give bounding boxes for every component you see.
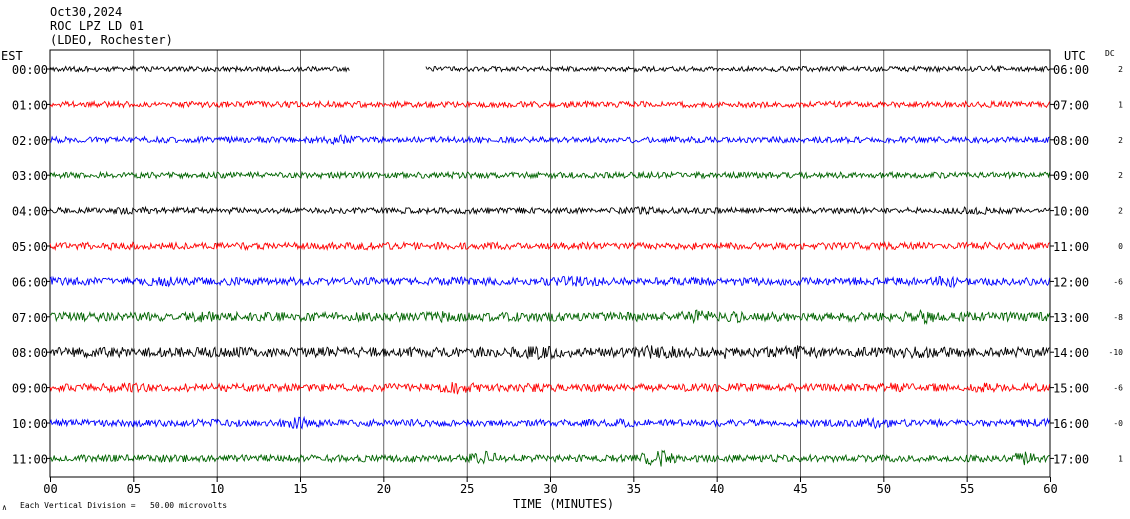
est-time-label: 05:00 [12,240,48,254]
est-time-label: 01:00 [12,98,48,112]
scale-note: Each Vertical Division = 50.00 microvolt… [20,501,228,510]
dc-offset-value: 1 [1118,454,1123,463]
x-tick-label: 00 [43,482,57,496]
utc-time-label: 12:00 [1053,275,1089,289]
x-tick-label: 15 [293,482,307,496]
seismic-trace-1000 [49,415,1051,430]
x-tick-label: 05 [127,482,141,496]
x-tick-label: 30 [543,482,557,496]
utc-time-label: 09:00 [1053,169,1089,183]
x-tick-label: 50 [877,482,891,496]
network-name: (LDEO, Rochester) [50,33,173,47]
seismic-trace-0000 [49,64,1050,74]
x-tick-label: 45 [793,482,807,496]
x-tick-label: 10 [210,482,224,496]
est-time-label: 02:00 [12,134,48,148]
x-tick-label: 55 [960,482,974,496]
dc-offset-value: -6 [1113,277,1123,286]
x-tick-label: 20 [377,482,391,496]
dc-offset-value: 2 [1118,65,1123,74]
seismic-trace-0400 [49,205,1051,216]
dc-offset-value: -6 [1113,384,1123,393]
utc-time-label: 06:00 [1053,63,1089,77]
utc-time-label: 17:00 [1053,452,1089,466]
est-time-label: 08:00 [12,346,48,360]
utc-time-label: 08:00 [1053,134,1089,148]
dc-offset-value: 2 [1118,171,1123,180]
utc-time-label: 07:00 [1053,98,1089,112]
corner-mark: ∧ [2,503,7,512]
est-time-label: 07:00 [12,311,48,325]
seismic-trace-0800 [49,344,1050,361]
seismic-trace-0500 [49,240,1050,252]
est-time-label: 00:00 [12,63,48,77]
x-tick-label: 35 [627,482,641,496]
x-tick-label: 40 [710,482,724,496]
dc-offset-value: 2 [1118,207,1123,216]
est-time-label: 04:00 [12,205,48,219]
utc-time-label: 16:00 [1053,417,1089,431]
dc-offset-value: -10 [1109,348,1124,357]
seismic-trace-1100 [49,449,1050,467]
plot-frame [49,49,1051,478]
dc-offset-value: 2 [1118,136,1123,145]
utc-time-label: 13:00 [1053,311,1089,325]
dc-offset-value: -0 [1113,419,1123,428]
est-time-label: 11:00 [12,452,48,466]
dc-offset-value: -8 [1113,313,1123,322]
utc-time-label: 14:00 [1053,346,1089,360]
dc-column-header: DC [1105,49,1115,58]
est-time-label: 06:00 [12,275,48,289]
est-time-label: 09:00 [12,382,48,396]
seismic-trace-0300 [49,170,1051,180]
utc-time-label: 10:00 [1053,205,1089,219]
est-zone-label: EST [1,49,23,63]
seismic-trace-0900 [49,381,1051,395]
utc-time-label: 15:00 [1053,382,1089,396]
x-tick-label: 60 [1043,482,1057,496]
est-time-label: 03:00 [12,169,48,183]
dc-offset-value: 0 [1118,242,1123,251]
seismic-trace-0200 [49,133,1050,146]
utc-time-label: 11:00 [1053,240,1089,254]
utc-zone-label: UTC [1064,49,1086,63]
dc-offset-value: 1 [1118,100,1123,109]
station-name: ROC LPZ LD 01 [50,19,144,33]
seismic-trace-0100 [49,99,1051,110]
est-time-label: 10:00 [12,417,48,431]
seismic-trace-0700 [49,308,1051,326]
record-date: Oct30,2024 [50,5,123,19]
x-tick-label: 25 [460,482,474,496]
x-axis-label: TIME (MINUTES) [513,497,615,511]
seismic-trace-0600 [49,275,1051,289]
